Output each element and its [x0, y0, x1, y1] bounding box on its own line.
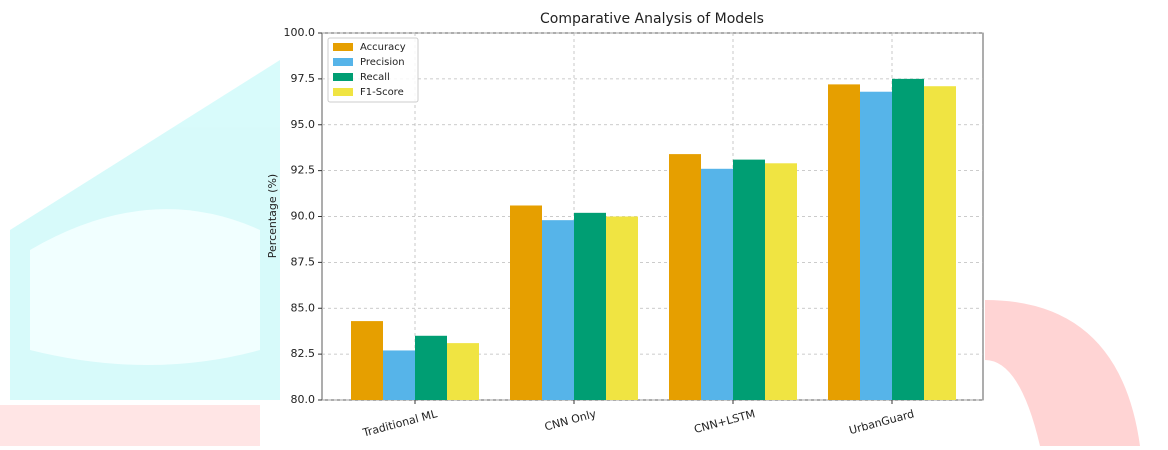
bar	[351, 321, 383, 400]
legend-label: Accuracy	[360, 42, 406, 53]
x-tick-label: CNN Only	[543, 407, 598, 433]
bar	[892, 79, 924, 400]
watermark-shape	[30, 209, 260, 365]
bar	[574, 213, 606, 400]
bar	[733, 160, 765, 400]
y-tick-label: 87.5	[291, 255, 316, 268]
bar	[701, 169, 733, 400]
y-tick-label: 80.0	[291, 393, 316, 406]
y-axis-label: Percentage (%)	[266, 174, 279, 258]
legend-label: Recall	[360, 72, 390, 83]
legend-swatch	[333, 43, 353, 51]
y-tick-label: 100.0	[284, 26, 316, 39]
bar	[542, 220, 574, 400]
bar	[415, 336, 447, 400]
x-tick-label: CNN+LSTM	[693, 407, 757, 436]
y-tick-label: 92.5	[291, 164, 316, 177]
watermark-shape	[985, 300, 1140, 446]
bar	[669, 154, 701, 400]
y-tick-label: 90.0	[291, 210, 316, 223]
legend-swatch	[333, 73, 353, 81]
legend-label: Precision	[360, 57, 405, 68]
legend-swatch	[333, 58, 353, 66]
y-tick-label: 82.5	[291, 347, 316, 360]
x-tick-label: UrbanGuard	[848, 407, 916, 437]
y-tick-label: 85.0	[291, 301, 316, 314]
bar	[924, 86, 956, 400]
watermark-shape	[0, 405, 260, 446]
x-tick-label: Traditional ML	[360, 407, 439, 440]
plot: 80.0 82.5 85.0 87.5 90.0 92.5 95.0 97.5 100.0 Tra…	[284, 26, 984, 440]
bar	[765, 163, 797, 400]
bar	[510, 205, 542, 400]
bar	[383, 350, 415, 400]
bar	[860, 92, 892, 400]
page: Comparative Analysis of Models Percentag…	[0, 0, 1168, 446]
bar	[606, 217, 638, 401]
y-tick-label: 97.5	[291, 72, 316, 85]
bar	[828, 84, 860, 400]
chart-title: Comparative Analysis of Models	[540, 11, 764, 27]
legend-label: F1-Score	[360, 87, 404, 98]
y-tick-label: 95.0	[291, 118, 316, 131]
bar	[447, 343, 479, 400]
legend-swatch	[333, 88, 353, 96]
